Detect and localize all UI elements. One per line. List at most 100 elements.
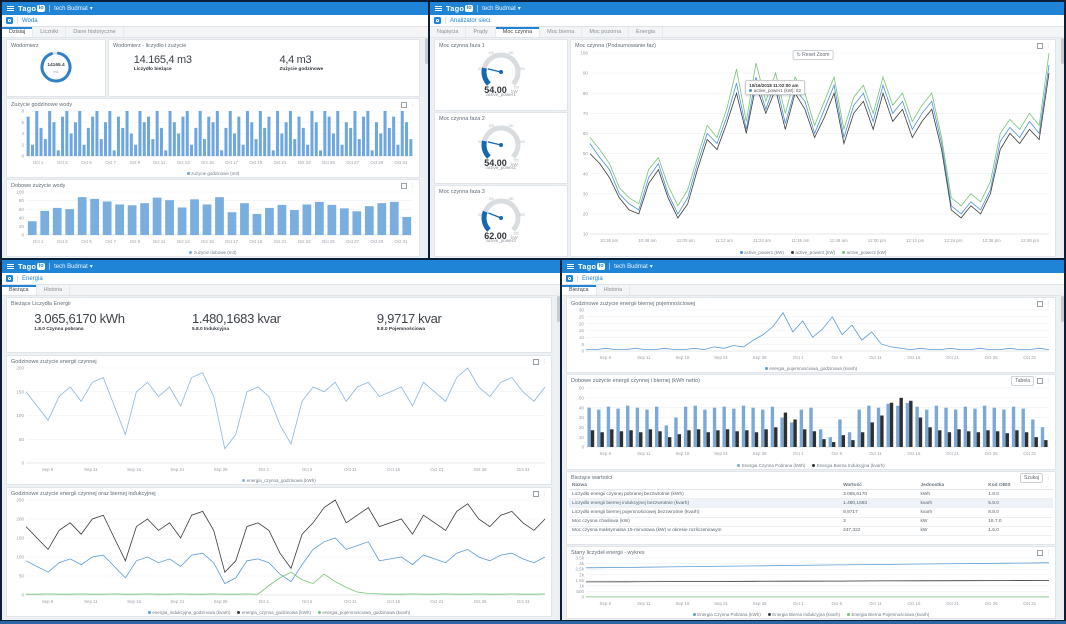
dashboard-icon[interactable] (434, 17, 441, 24)
menu-icon[interactable] (567, 264, 574, 269)
account-menu[interactable]: tech Budmat ▾ (49, 5, 93, 12)
expand-icon[interactable] (533, 359, 539, 365)
table-row[interactable]: Liczydło energii czynnej pobranej bezzwr… (569, 489, 1053, 500)
chart-legend[interactable]: energia_pojemnosciowa_godzinowa (kvarh) (567, 366, 1055, 371)
svg-text:200: 200 (520, 140, 526, 144)
tab-dzisiaj[interactable]: Dzisiaj (2, 27, 34, 37)
svg-text:10: 10 (579, 435, 585, 440)
expand-icon[interactable] (1037, 378, 1043, 384)
widget-title: Stany liczydeł energii - wykres (571, 550, 645, 556)
table-row[interactable]: Moc czynna chwilowa (kW) 3 kW 16.7.0 (569, 517, 1053, 527)
table-row[interactable]: Liczydło energii biernej indukcyjnej bez… (569, 498, 1053, 509)
vertical-scrollbar[interactable] (1061, 294, 1064, 620)
widget-menu-icon[interactable]: ⋮ (542, 490, 547, 497)
widget-menu-icon[interactable]: ⋮ (410, 101, 415, 108)
reset-zoom-button[interactable]: ↻ Reset Zoom (792, 50, 834, 60)
menu-icon[interactable] (7, 6, 14, 11)
widget-menu-icon[interactable]: ⋮ (1046, 300, 1051, 307)
expand-icon[interactable] (401, 183, 407, 189)
svg-text:Sep 21: Sep 21 (714, 601, 728, 606)
chart-legend[interactable]: Energia Czynna Pobrana (kWh) Energia Bier… (567, 612, 1055, 617)
table-view-button[interactable]: Tabela (1011, 376, 1034, 386)
hourly-active-energy-line-chart[interactable]: 0 50 100 150 200 Sep 6 Sep 11 Sep 16 Sep 21 Sep 2… (9, 365, 549, 473)
chart-legend[interactable]: energia_indukcyjna_godzinowa (kvarh) ener… (7, 610, 551, 615)
svg-text:2: 2 (21, 142, 24, 147)
widget-energy-counters: Bieżące Liczydła Energii 3.065,6170 kWh … (6, 297, 552, 353)
widget-title: Bieżące Liczydła Energii (11, 301, 71, 307)
daily-energy-bar-chart[interactable]: 0 10 20 30 40 50 60 Sep 6 Sep 11 Sep 16 Sep 21 Sep … (569, 385, 1053, 457)
svg-text:Sep 11: Sep 11 (637, 451, 651, 456)
tab-moc-bierna[interactable]: Moc bierna (540, 27, 583, 37)
widget-menu-icon[interactable]: ⋮ (1046, 474, 1051, 481)
widget-menu-icon[interactable]: ⋮ (542, 358, 547, 365)
svg-text:Sep 26: Sep 26 (214, 599, 228, 604)
chart-legend[interactable]: Energia Czynna Pobrana (kWh) Energia Bier… (567, 463, 1055, 468)
svg-text:11:36 am: 11:36 am (791, 238, 809, 243)
svg-text:Sep 11: Sep 11 (637, 355, 651, 360)
dashboard-title: Woda (22, 17, 38, 24)
chart-legend[interactable]: zużycie dobowe (m3) (7, 250, 419, 255)
tab-biezaca[interactable]: Bieżąca (2, 285, 37, 295)
widget-menu-icon[interactable]: ⋮ (1046, 549, 1051, 556)
table-row[interactable]: Liczydło energii biernej pojemnościowej … (569, 507, 1053, 518)
expand-icon[interactable] (533, 491, 539, 497)
vertical-scrollbar[interactable] (557, 294, 560, 620)
tab-liczniki[interactable]: Liczniki (33, 27, 67, 37)
vertical-scrollbar[interactable] (425, 36, 428, 258)
capacitive-energy-line-chart[interactable]: 0 5 10 15 20 25 30 Sep 6 Sep 11 Sep 16 Sep 21 Sep 2… (569, 307, 1053, 361)
svg-text:Sep 26: Sep 26 (214, 467, 228, 472)
menu-icon[interactable] (7, 264, 14, 269)
account-menu[interactable]: tech Budmat ▾ (49, 263, 93, 270)
widget-menu-icon[interactable]: ⋮ (1046, 42, 1051, 49)
chart-legend[interactable]: energia_czynna_godzinowa (kWh) (7, 478, 551, 483)
svg-text:Sep 11: Sep 11 (84, 467, 98, 472)
tab-historia[interactable]: Historia (597, 285, 631, 295)
tab-prady[interactable]: Prądy (466, 27, 496, 37)
dashboard-toolbar: Analizator sieci (430, 15, 1064, 27)
tab-moc-pozorna[interactable]: Moc pozorna (582, 27, 630, 37)
widget-menu-icon[interactable]: ⋮ (1046, 377, 1051, 384)
svg-text:Oct 31: Oct 31 (517, 599, 530, 604)
svg-text:20: 20 (579, 425, 585, 430)
expand-icon[interactable] (401, 102, 407, 108)
tab-dane-historyczne[interactable]: Dane historyczne (66, 27, 124, 37)
menu-icon[interactable] (435, 6, 442, 11)
expand-icon[interactable] (1037, 301, 1043, 307)
account-menu[interactable]: tech Budmat ▾ (609, 263, 653, 270)
vertical-scrollbar[interactable] (1061, 36, 1064, 258)
energy-counters-line-chart[interactable]: 0 500 1k 1.5k 2k 2.5k 3k 3.5k Sep 6 Sep 11 Sep 16 S… (569, 555, 1053, 607)
chart-legend[interactable]: zużycie godzinowe (m3) (7, 171, 419, 176)
svg-text:Oct 16: Oct 16 (387, 599, 400, 604)
widget-current-values-table: Bieżące wartości Szukaj ⋮ Nazwa Wartość Jed… (566, 471, 1056, 545)
hourly-water-bar-chart[interactable]: 0 2 4 6 8 Oct 1 Oct 3 Oct 5 Oct 7 Oct 9 Oct 11 Oct … (9, 108, 417, 166)
svg-text:12:00 pm: 12:00 pm (868, 238, 887, 243)
svg-text:Oct 17: Oct 17 (225, 160, 238, 165)
expand-icon[interactable] (1037, 43, 1043, 49)
svg-text:12:24 pm: 12:24 pm (944, 238, 963, 243)
gauge-variable-name: active_power2 (486, 165, 516, 170)
widget-water-readings: Wodomierz - liczydło i zużycie 14.165,4 … (108, 39, 420, 97)
dashboard-icon[interactable] (6, 17, 13, 24)
tab-napiecia[interactable]: Napięcia (430, 27, 467, 37)
tab-historia[interactable]: Historia (37, 285, 71, 295)
tab-energia[interactable]: Energia (629, 27, 664, 37)
svg-text:10: 10 (579, 335, 585, 340)
tab-biezaca[interactable]: Bieżąca (562, 285, 597, 295)
table-row[interactable]: Moc czynna maksymalna 15-minutowa (kW) w… (569, 526, 1053, 536)
hourly-mixed-energy-line-chart[interactable]: 0 50 100 150 200 250 Sep 6 Sep 11 Sep 16 Sep 21 Se… (9, 497, 549, 605)
active-power-line-chart[interactable]: 10 20 30 40 50 60 70 80 90 100 10:36 am 10:48 am 11:… (573, 50, 1053, 244)
daily-water-bar-chart[interactable]: 0 20 40 60 80 100 Oct 1 Oct 3 Oct 5 Oct 7 Oct 9 Oct… (9, 189, 417, 245)
tab-moc-czynna[interactable]: Moc czynna (495, 27, 541, 37)
dashboard-icon[interactable] (6, 275, 13, 282)
gauge-active-power1: 0 50 100 150 200 250 (435, 48, 567, 90)
dashboard-icon[interactable] (566, 275, 573, 282)
svg-text:Oct 25: Oct 25 (322, 160, 335, 165)
svg-text:90: 90 (583, 71, 589, 76)
svg-text:Oct 6: Oct 6 (832, 451, 843, 456)
widget-menu-icon[interactable]: ⋮ (410, 182, 415, 189)
widget-title: Bieżące wartości (571, 475, 613, 481)
tagoio-logo: Tago io (446, 4, 474, 13)
account-menu[interactable]: tech Budmat ▾ (477, 5, 521, 12)
chart-legend[interactable]: active_power1 (kW) active_power2 (kW) acti… (571, 250, 1055, 255)
expand-icon[interactable] (1037, 550, 1043, 556)
